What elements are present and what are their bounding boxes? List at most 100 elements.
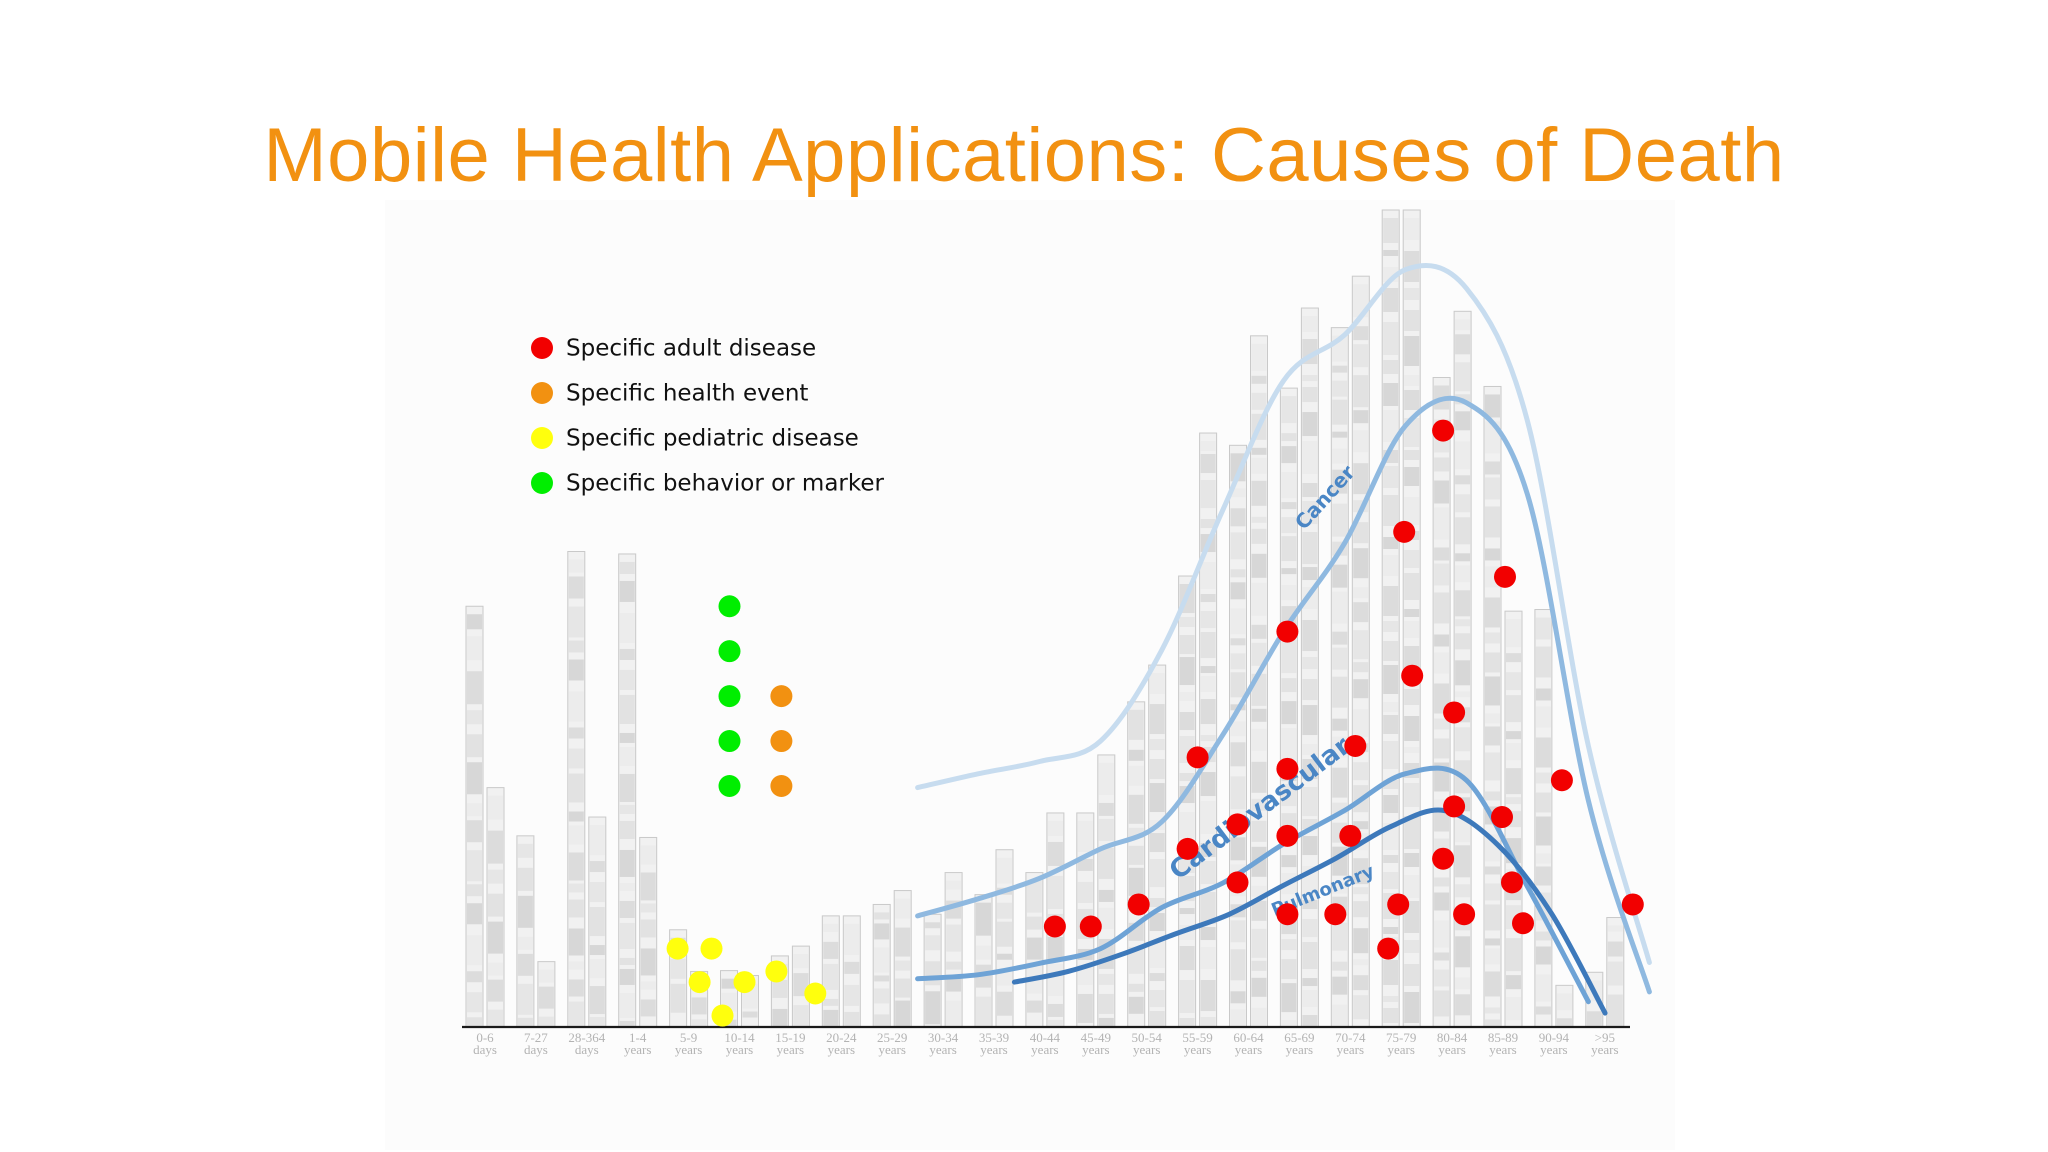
marker-specific-pediatric-disease: [666, 937, 689, 960]
x-tick-label: 0-6: [476, 1030, 494, 1045]
x-tick-label: 20-24: [826, 1030, 857, 1045]
bar-right-16: [1300, 307, 1319, 1028]
marker-specific-adult-disease: [1494, 565, 1516, 588]
bar-left-10: [974, 894, 993, 1028]
bar-left-1: [516, 835, 535, 1028]
marker-specific-adult-disease: [1176, 837, 1199, 860]
marker-specific-adult-disease: [1401, 664, 1424, 687]
legend-label: Specific behavior or marker: [566, 471, 885, 497]
x-tick-unit: years: [675, 1042, 702, 1057]
marker-specific-adult-disease: [1491, 806, 1513, 829]
bar-left-7: [821, 915, 840, 1028]
x-tick-label: 1-4: [629, 1030, 647, 1045]
marker-specific-adult-disease: [1276, 824, 1299, 847]
bar-right-12: [1097, 754, 1116, 1028]
bar-right-9: [944, 872, 963, 1028]
legend-swatch: [531, 472, 553, 494]
x-tick-label: 7-27: [524, 1030, 548, 1045]
x-tick-unit: years: [1591, 1042, 1618, 1057]
marker-specific-behavior-or-marker: [718, 640, 741, 663]
legend: Specific adult disease Specific health ev…: [531, 336, 885, 497]
x-tick-unit: years: [777, 1042, 804, 1057]
marker-specific-adult-disease: [1377, 937, 1400, 960]
marker-specific-adult-disease: [1186, 746, 1209, 769]
marker-specific-adult-disease: [1387, 893, 1410, 916]
x-tick-label: 30-34: [928, 1030, 959, 1045]
marker-specific-adult-disease: [1226, 871, 1249, 894]
x-tick-label: 75-79: [1386, 1030, 1416, 1045]
x-tick-label: 65-69: [1284, 1030, 1314, 1045]
x-tick-label: 35-39: [979, 1030, 1009, 1045]
x-tick-label: 45-49: [1081, 1030, 1111, 1045]
bar-right-1: [537, 961, 556, 1028]
x-tick-unit: years: [1235, 1042, 1262, 1057]
marker-specific-pediatric-disease: [733, 971, 756, 994]
x-tick-unit: years: [1133, 1042, 1160, 1057]
bar-right-21: [1555, 984, 1574, 1028]
x-tick-label: 55-59: [1182, 1030, 1212, 1045]
x-tick-label: >95: [1595, 1030, 1615, 1045]
series-line-3: [1011, 807, 1608, 1016]
x-tick-label: 10-14: [724, 1030, 755, 1045]
page-title: Mobile Health Applications: Causes of De…: [263, 113, 1785, 198]
legend-label: Specific health event: [566, 381, 808, 407]
x-axis: 0-6days7-27days28-364days1-4years5-9year…: [462, 1025, 1630, 1057]
legend-item: Specific behavior or marker: [531, 471, 885, 497]
marker-specific-adult-disease: [1453, 903, 1476, 926]
x-tick-unit: years: [1489, 1042, 1516, 1057]
bar-left-13: [1127, 701, 1146, 1028]
bar-right-2: [588, 816, 607, 1028]
x-tick-unit: days: [524, 1042, 548, 1057]
bar-left-0: [465, 605, 484, 1028]
marker-specific-adult-disease: [1344, 734, 1367, 757]
bar-right-13: [1148, 664, 1167, 1028]
bar-right-22: [1606, 917, 1625, 1028]
x-tick-unit: years: [1286, 1042, 1313, 1057]
marker-specific-behavior-or-marker: [718, 685, 741, 708]
x-tick-label: 85-89: [1488, 1030, 1518, 1045]
x-tick-unit: years: [1387, 1042, 1414, 1057]
x-tick-unit: years: [1184, 1042, 1211, 1057]
x-tick-unit: years: [828, 1042, 855, 1057]
marker-specific-adult-disease: [1043, 915, 1066, 938]
marker-specific-adult-disease: [1443, 701, 1466, 724]
legend-item: Specific health event: [531, 381, 808, 407]
marker-specific-health-event: [770, 774, 793, 797]
marker-specific-adult-disease: [1276, 903, 1299, 926]
marker-specific-adult-disease: [1512, 912, 1534, 935]
marker-specific-adult-disease: [1079, 915, 1102, 938]
bar-right-17: [1351, 275, 1370, 1028]
marker-specific-adult-disease: [1276, 757, 1299, 780]
marker-specific-adult-disease: [1393, 520, 1416, 543]
bar-left-15: [1229, 444, 1247, 1028]
marker-specific-pediatric-disease: [700, 937, 723, 960]
x-tick-unit: years: [1337, 1042, 1364, 1057]
bar-left-11: [1025, 872, 1044, 1028]
marker-specific-adult-disease: [1621, 893, 1644, 916]
marker-specific-adult-disease: [1432, 419, 1455, 442]
bar-right-10: [995, 849, 1014, 1028]
marker-specific-behavior-or-marker: [718, 595, 741, 618]
x-tick-unit: years: [1540, 1042, 1567, 1057]
marker-specific-pediatric-disease: [804, 982, 827, 1005]
marker-specific-health-event: [770, 730, 793, 753]
x-tick-label: 25-29: [877, 1030, 907, 1045]
marker-specific-pediatric-disease: [711, 1004, 734, 1027]
x-tick-label: 15-19: [775, 1030, 805, 1045]
legend-item: Specific adult disease: [531, 336, 816, 362]
x-tick-unit: years: [1438, 1042, 1465, 1057]
x-tick-label: 28-364: [568, 1030, 605, 1045]
bar-right-19: [1453, 310, 1472, 1028]
markers-layer: [666, 419, 1644, 1027]
x-tick-label: 50-54: [1132, 1030, 1163, 1045]
bar-left-3: [618, 553, 637, 1028]
bar-left-2: [567, 551, 586, 1028]
x-tick-unit: years: [624, 1042, 651, 1057]
legend-item: Specific pediatric disease: [531, 426, 859, 452]
x-tick-unit: years: [1031, 1042, 1058, 1057]
x-tick-unit: years: [929, 1042, 956, 1057]
x-tick-unit: years: [726, 1042, 753, 1057]
x-tick-label: 5-9: [680, 1030, 697, 1045]
marker-specific-health-event: [770, 685, 793, 708]
x-tick-unit: years: [980, 1042, 1007, 1057]
